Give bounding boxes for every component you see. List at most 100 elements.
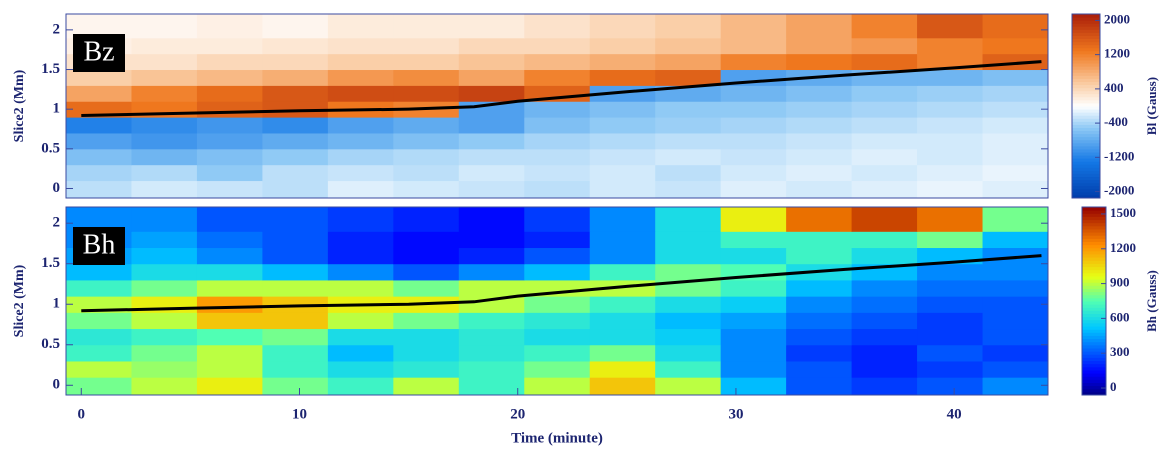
heat-cell (720, 207, 787, 232)
heat-cell (786, 328, 853, 346)
heat-cell (720, 37, 787, 55)
heat-cell (655, 117, 722, 134)
heat-cell (851, 148, 918, 166)
heat-cell (720, 14, 787, 39)
heat-cell (458, 279, 525, 297)
heat-cell (131, 164, 198, 182)
colorbar-step (1082, 335, 1106, 340)
heat-cell (589, 344, 656, 362)
heat-cell (458, 247, 525, 265)
colorbar-step (1072, 23, 1100, 27)
heat-cell (458, 148, 525, 166)
colorbar-step (1072, 179, 1100, 184)
heat-cell (851, 164, 918, 182)
heat-cell (131, 263, 198, 281)
heat-cell (131, 360, 198, 378)
colorbar-step (1072, 167, 1100, 171)
colorbar-tick-label: 300 (1110, 344, 1130, 359)
heat-cell (917, 328, 984, 346)
heat-cell (262, 132, 329, 150)
heat-cell (720, 231, 787, 249)
heat-cell (851, 296, 918, 313)
colorbar-step (1072, 35, 1100, 40)
heat-cell (851, 180, 918, 198)
heat-cell (917, 85, 984, 102)
heat-cell (851, 101, 918, 118)
heat-cell (917, 360, 984, 378)
heat-cell (655, 37, 722, 55)
heat-cell (786, 180, 853, 198)
colorbar-tick-label: -400 (1104, 114, 1128, 129)
colorbar-step (1082, 338, 1106, 343)
heat-cell (917, 296, 984, 313)
heat-cell (917, 207, 984, 232)
heat-cell (196, 344, 263, 362)
heat-cell (66, 180, 132, 198)
heat-cell (720, 180, 787, 198)
colorbar-step (1082, 385, 1106, 390)
heat-cell (196, 377, 263, 395)
colorbar-step (1072, 44, 1100, 49)
heat-cell (262, 180, 329, 198)
colorbar-step (1082, 391, 1106, 396)
colorbar-step (1082, 348, 1106, 352)
heat-cell (458, 117, 525, 134)
heat-cell (786, 279, 853, 297)
colorbar-step (1082, 254, 1106, 258)
heat-cell (655, 14, 722, 39)
heat-cell (982, 101, 1048, 118)
heat-cell (66, 69, 132, 86)
heat-cell (131, 85, 198, 102)
colorbar-step (1082, 341, 1106, 346)
colorbar-step (1082, 219, 1106, 224)
colorbar-step (1082, 307, 1106, 311)
heat-cell (786, 344, 853, 362)
heat-cell (66, 263, 132, 281)
colorbar-step (1082, 207, 1106, 211)
colorbar-step (1072, 60, 1100, 64)
heat-cell (720, 148, 787, 166)
heat-cell (589, 312, 656, 330)
heat-cell (589, 69, 656, 86)
heat-cell (393, 312, 460, 330)
heat-cell (393, 328, 460, 346)
colorbar-step (1072, 161, 1100, 165)
x-tick-label: 40 (947, 406, 962, 422)
colorbar-step (1072, 14, 1100, 18)
heat-cell (393, 344, 460, 362)
heat-cell (851, 360, 918, 378)
colorbar-step (1082, 222, 1106, 227)
heat-cell (327, 328, 394, 346)
heat-cell (196, 132, 263, 150)
heat-cell (458, 69, 525, 86)
colorbar-step (1082, 238, 1106, 242)
colorbar-step (1072, 87, 1100, 92)
heat-cell (393, 85, 460, 102)
heat-cell (327, 247, 394, 265)
heat-cell (786, 85, 853, 102)
plot-frame (65, 206, 1049, 396)
colorbar-step (1082, 354, 1106, 358)
colorbar-step (1082, 269, 1106, 274)
x-tick-label: 20 (510, 406, 525, 422)
heat-cell (982, 377, 1048, 395)
heat-cell (327, 279, 394, 297)
heat-cell (589, 377, 656, 395)
heat-cell (131, 148, 198, 166)
colorbar-step (1072, 115, 1100, 119)
colorbar-step (1072, 17, 1100, 21)
colorbar-step (1082, 310, 1106, 315)
heat-cell (589, 231, 656, 249)
heat-cell (262, 263, 329, 281)
colorbar-step (1072, 32, 1100, 36)
colorbar-step (1072, 170, 1100, 174)
colorbar-step (1082, 282, 1106, 286)
heat-cell (524, 296, 591, 313)
colorbar-step (1082, 319, 1106, 324)
heat-cell (262, 231, 329, 249)
heat-cell (851, 132, 918, 150)
colorbar-step (1082, 285, 1106, 289)
heat-cell (196, 148, 263, 166)
heat-cell (66, 312, 132, 330)
colorbar-step (1072, 130, 1100, 135)
